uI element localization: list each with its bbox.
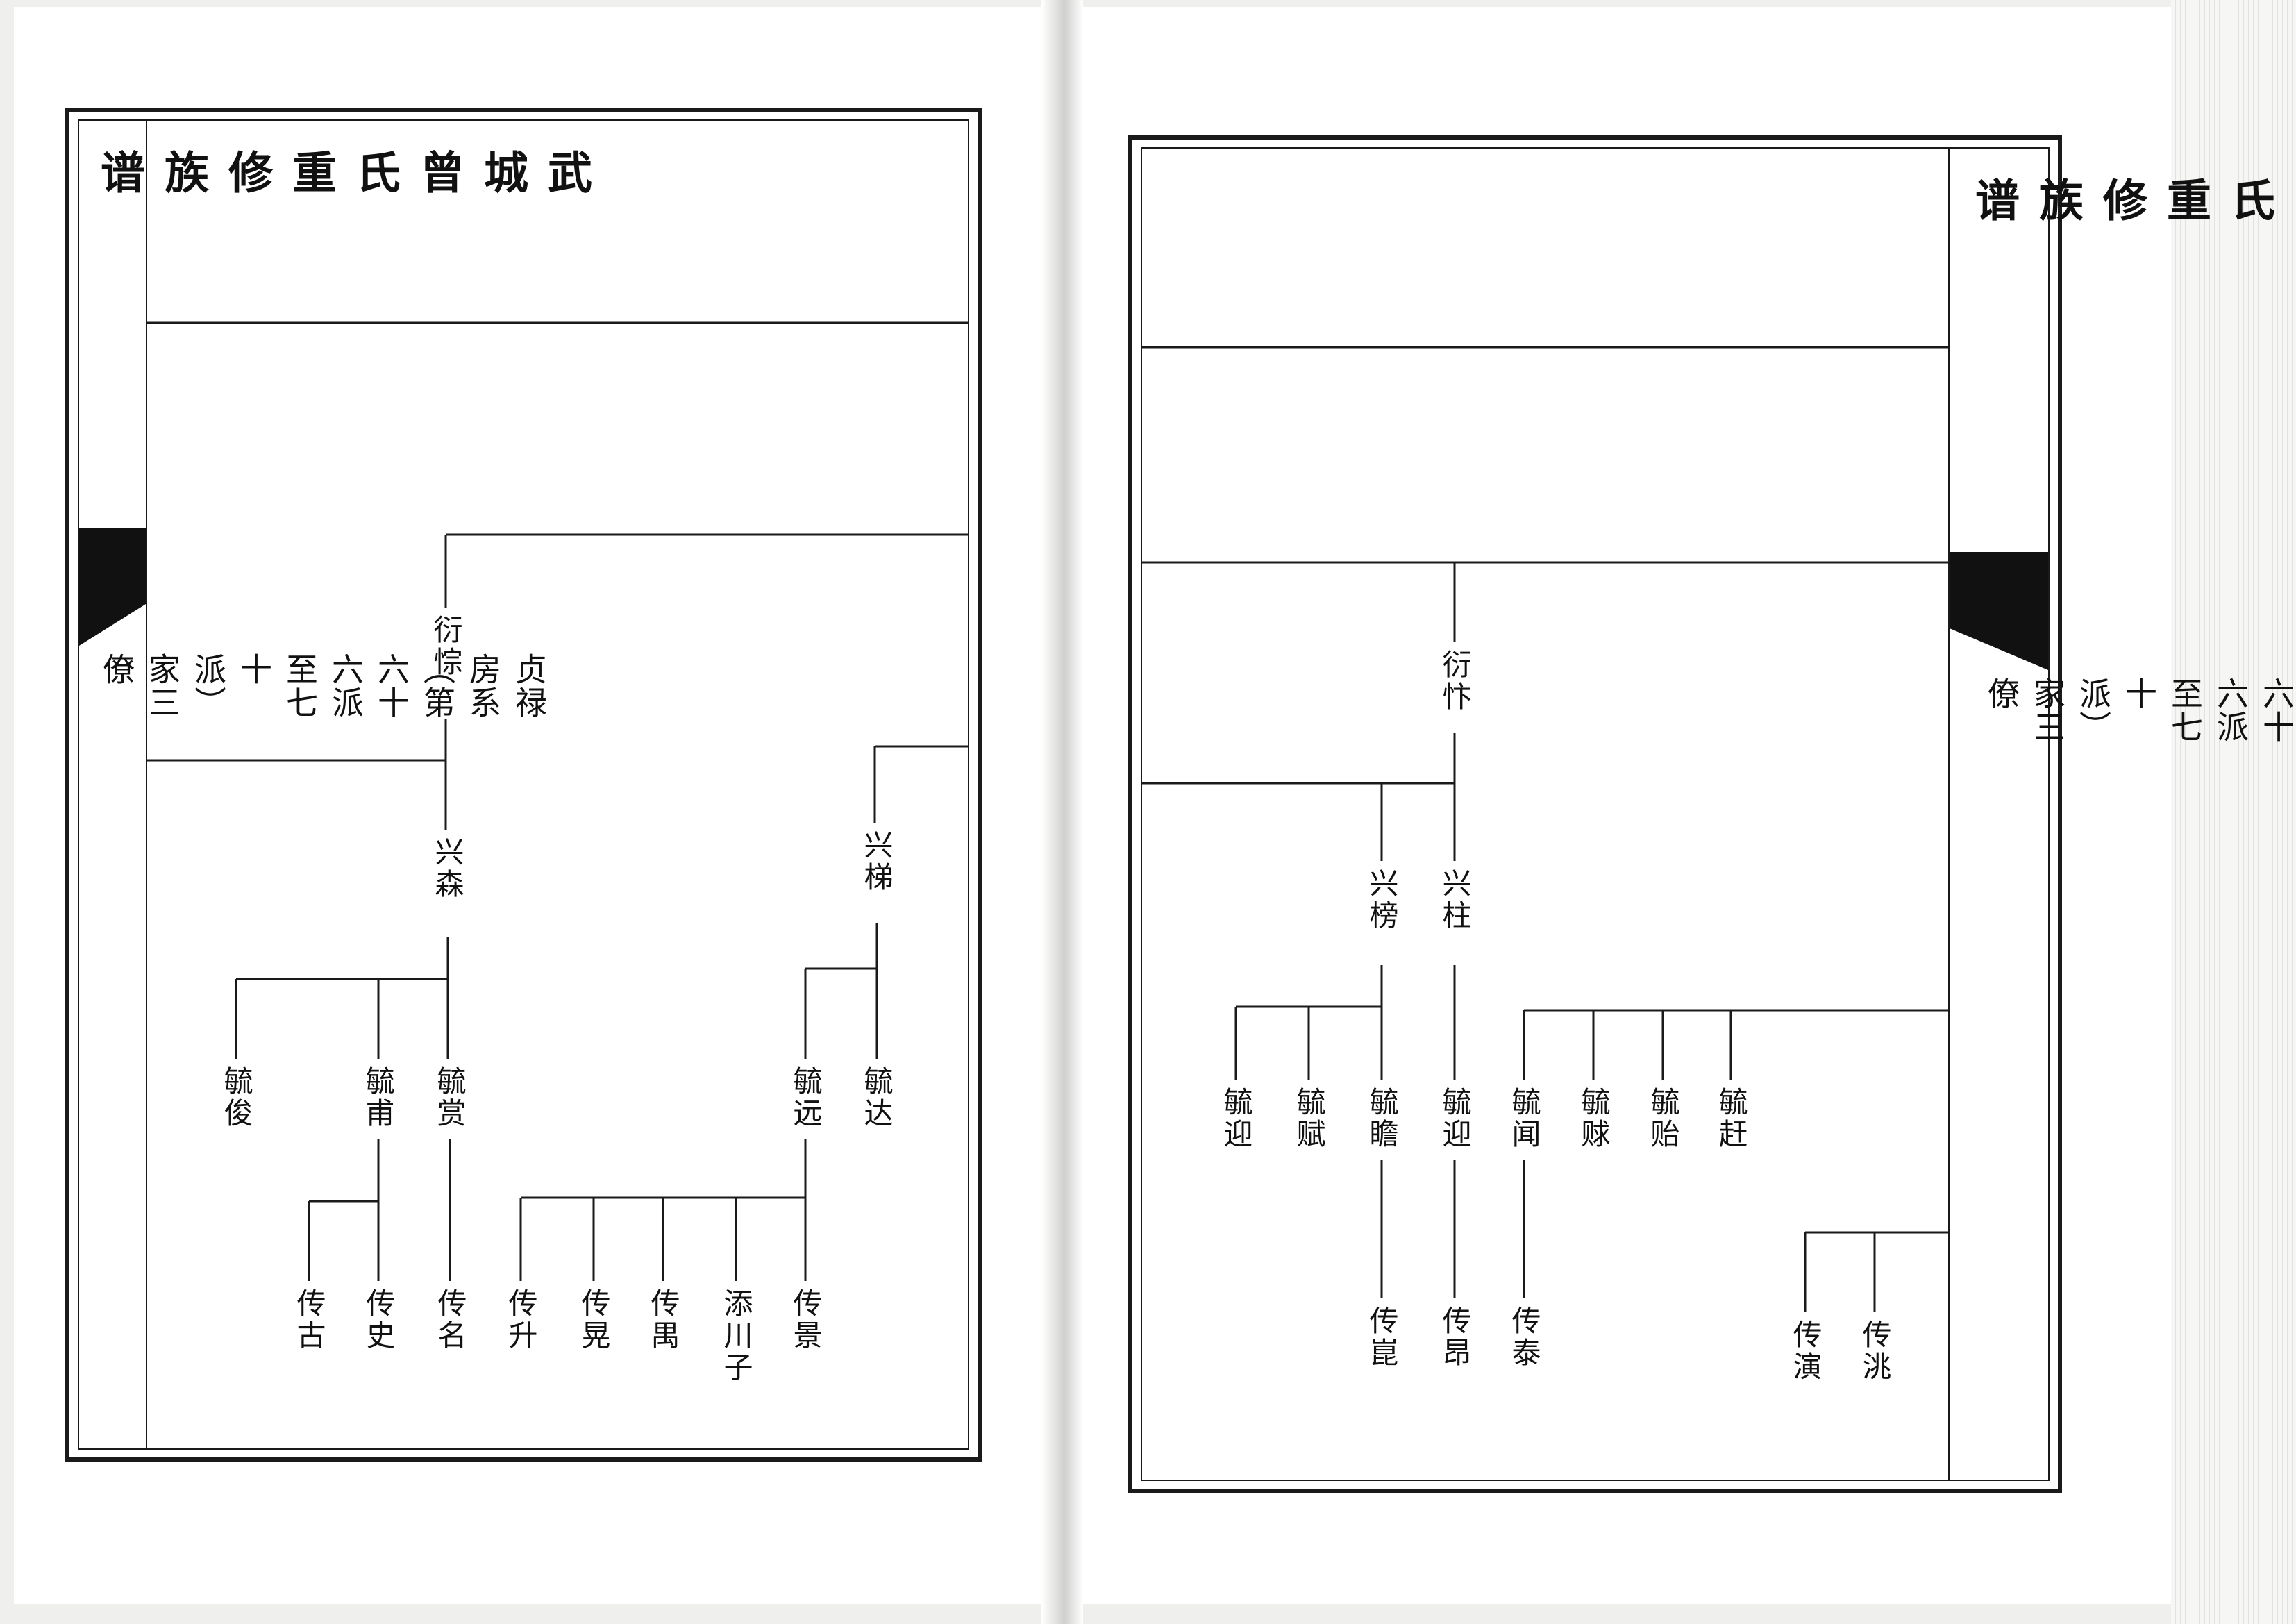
left-gen69-name-2: 传史 [362,1288,396,1352]
right-gen68-name-1: 毓迎 [1219,1087,1253,1150]
right-gen68-name-6: 毓赇 [1577,1087,1611,1150]
left-gen68-name-5: 毓达 [860,1066,894,1130]
left-side-column [78,119,147,1450]
left-gen69-name-7: 添川子 [719,1288,753,1384]
right-side-column [1948,147,2050,1481]
left-section-title: 贞禄房系（第六十六派至七十派）家三僚 [98,653,548,719]
right-frame-outer [1128,135,2062,1493]
left-gen67-name-1: 兴森 [430,837,464,901]
left-black-tab [79,528,146,604]
left-gen69-name-3: 传名 [433,1288,467,1352]
right-gen68-name-5: 毓闻 [1507,1087,1541,1150]
right-gen68-name-8: 毓赶 [1714,1087,1748,1150]
right-gen69-name-5: 传洮 [1858,1319,1892,1383]
right-gen67-name-2: 兴柱 [1438,868,1472,932]
left-gen68-name-2: 毓甫 [361,1066,395,1130]
right-book-title: 武城曾氏重修族谱 [1968,177,2296,223]
left-book-title: 武城曾氏重修族谱 [93,149,592,195]
right-gen66-name: 衍忭 [1438,649,1472,713]
left-gen69-name-4: 传升 [504,1288,538,1352]
right-gen68-name-7: 毓贻 [1646,1087,1680,1150]
right-page-paper [1076,7,2187,1604]
left-gen68-name-4: 毓远 [789,1066,823,1130]
left-gen66-name: 衍悰 [429,614,463,678]
left-gen68-name-1: 毓俊 [219,1066,253,1130]
right-gen69-name-3: 传泰 [1507,1305,1541,1369]
right-gen68-name-4: 毓迎 [1438,1087,1472,1150]
page-edge-stack [2171,0,2296,1624]
left-page-paper [14,7,1048,1604]
right-gen69-name-1: 传崑 [1365,1305,1399,1369]
left-gen69-name-1: 传古 [292,1288,326,1352]
left-frame-outer [65,108,982,1462]
right-black-tab [1950,552,2048,628]
left-gen69-name-6: 传禺 [646,1288,680,1352]
left-gen68-name-3: 毓赏 [433,1066,467,1130]
right-gen67-name-1: 兴榜 [1365,868,1399,932]
left-gen67-name-2: 兴梯 [860,830,894,894]
left-gen69-name-5: 传晃 [577,1288,611,1352]
right-gen69-name-2: 传昂 [1438,1305,1472,1369]
right-gen68-name-3: 毓瞻 [1365,1087,1399,1150]
left-gen69-name-8: 传景 [789,1288,823,1352]
right-gen69-name-4: 传演 [1788,1319,1822,1383]
book-gutter [1041,0,1083,1624]
right-gen68-name-2: 毓赋 [1292,1087,1326,1150]
right-section-title: 贞禄房系（第六十六派至七十派）家三僚 [1983,677,2295,744]
